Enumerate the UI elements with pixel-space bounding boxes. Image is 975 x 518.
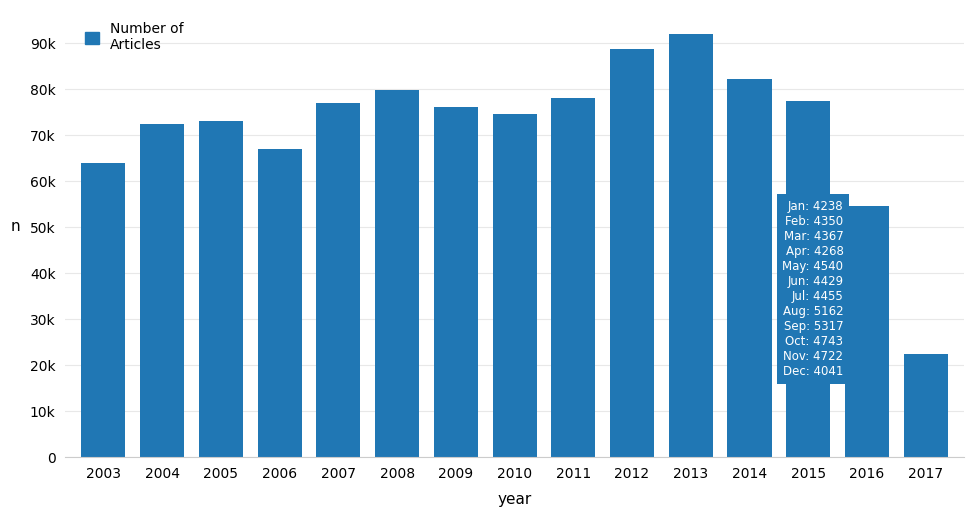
Bar (669, 34, 713, 457)
Bar (316, 103, 361, 457)
Bar (140, 124, 184, 457)
Bar (904, 354, 948, 457)
Bar (257, 149, 301, 457)
Bar (199, 121, 243, 457)
Bar (82, 163, 126, 457)
Bar (492, 113, 536, 457)
Bar (727, 79, 771, 457)
Bar (610, 49, 654, 457)
X-axis label: year: year (497, 492, 531, 507)
Text: Jan: 4238
Feb: 4350
Mar: 4367
Apr: 4268
May: 4540
Jun: 4429
Jul: 4455
Aug: 5162
: Jan: 4238 Feb: 4350 Mar: 4367 Apr: 4268 … (783, 199, 843, 378)
Legend: Number of
Articles: Number of Articles (81, 18, 188, 56)
Y-axis label: n: n (11, 219, 20, 234)
Bar (375, 90, 419, 457)
Bar (434, 107, 478, 457)
Bar (551, 98, 596, 457)
Bar (845, 207, 889, 457)
Bar (786, 101, 831, 457)
